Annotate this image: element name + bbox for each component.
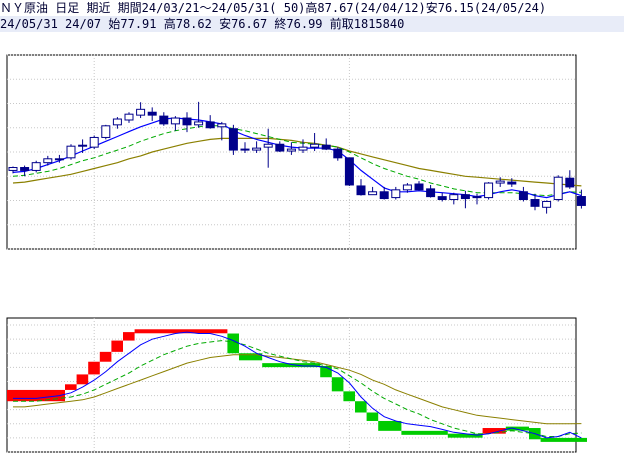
candle-body (426, 188, 436, 198)
down-brick (447, 433, 483, 438)
candle-body (379, 191, 389, 200)
line-break-panel (6, 317, 587, 453)
break-ma20-line (13, 354, 582, 425)
candle-body (321, 144, 331, 150)
candle-body (136, 108, 146, 116)
down-brick (227, 333, 239, 354)
candle-body (31, 162, 41, 171)
down-brick (262, 363, 321, 368)
candle-body (402, 184, 412, 191)
up-brick (123, 332, 135, 341)
down-brick (331, 377, 344, 392)
up-brick (111, 340, 123, 352)
header-period-line: ＮＹ原油 日足 期近 期間24/03/21～24/05/31( 50)高87.6… (0, 0, 624, 17)
up-brick (482, 428, 506, 434)
candle-body (228, 128, 238, 151)
up-brick (7, 389, 65, 402)
candle-body (414, 183, 424, 191)
candle-body (449, 194, 459, 201)
down-brick (320, 365, 332, 378)
candle-body (263, 143, 273, 148)
candle-body (275, 143, 285, 152)
candle-body (437, 196, 447, 201)
candle-body (460, 194, 470, 200)
header-ohlc-line: 24/05/31 24/07 始77.91 高78.62 安76.67 終76.… (0, 16, 624, 32)
candle-body (576, 196, 586, 206)
candle-body (518, 191, 528, 201)
candle-body (217, 123, 227, 128)
up-brick (99, 351, 112, 362)
header-ohlc-text: 24/05/31 24/07 始77.91 高78.62 安76.67 終76.… (0, 17, 405, 31)
candle-body (565, 177, 575, 188)
candle-body (310, 143, 320, 148)
up-brick (88, 361, 100, 375)
candle-body (391, 189, 401, 199)
candle-body (542, 200, 552, 208)
candle-body (286, 148, 296, 152)
candle-body (484, 182, 494, 199)
down-brick (343, 391, 355, 402)
candle-body (344, 157, 354, 186)
candle-body (252, 147, 262, 151)
up-brick (134, 329, 228, 334)
candle-body (182, 117, 192, 126)
down-brick (366, 412, 379, 421)
candle-body (89, 136, 99, 148)
candle-body (101, 125, 111, 138)
candle-body (147, 111, 157, 116)
header-period-text: ＮＹ原油 日足 期近 期間24/03/21～24/05/31( 50)高87.6… (0, 1, 547, 15)
candle-body (507, 181, 517, 185)
up-brick (65, 384, 77, 390)
candle-body (159, 115, 169, 125)
candle-body (240, 148, 250, 151)
candle-body (194, 121, 204, 126)
candle-body (333, 148, 343, 159)
down-brick (505, 426, 529, 431)
candle-body (66, 145, 76, 159)
candle-body (43, 158, 53, 164)
break-plot-frame (6, 317, 577, 453)
candle-body (112, 118, 122, 126)
down-brick (239, 353, 263, 361)
up-brick (76, 374, 89, 385)
candle-body (78, 144, 88, 147)
down-brick (378, 420, 402, 431)
down-brick (401, 430, 448, 435)
candle-body (298, 146, 308, 151)
candle-body (368, 191, 378, 196)
candle-body (356, 185, 366, 196)
candle-body (20, 167, 30, 171)
candle-body (553, 176, 563, 201)
candle-body (530, 199, 540, 207)
candle-body (8, 167, 18, 171)
break-ma5-line (13, 331, 582, 439)
candle-body (170, 117, 180, 125)
candle-body (124, 113, 134, 121)
candle-body (472, 196, 482, 199)
candle-ma20-line (12, 137, 582, 187)
down-brick (355, 401, 367, 413)
chart-area (6, 54, 587, 453)
candle-body (205, 121, 215, 129)
candlestick-panel (6, 54, 586, 250)
down-brick (540, 437, 587, 442)
candle-body (495, 180, 505, 184)
candle-body (54, 158, 64, 161)
